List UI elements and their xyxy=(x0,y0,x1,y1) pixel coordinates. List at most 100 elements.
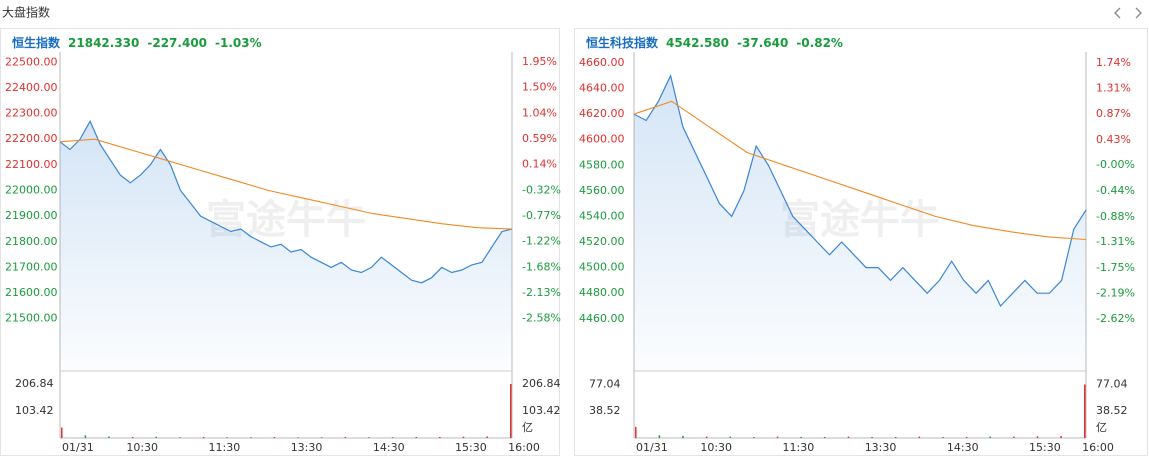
header-title: 恒生指数 xyxy=(12,35,61,50)
header-change_pct: -1.03% xyxy=(215,36,262,50)
volume-bar xyxy=(250,437,252,438)
x-tick-label: 16:00 xyxy=(1082,441,1114,454)
volume-bar xyxy=(439,436,441,438)
header-last: 21842.330 xyxy=(68,36,139,50)
x-tick-label: 16:00 xyxy=(508,441,540,454)
volume-bar xyxy=(320,437,323,438)
header-change: -227.400 xyxy=(147,36,207,50)
average-line xyxy=(633,100,1087,241)
y-tick-label: 4660.00 xyxy=(579,56,625,69)
y-tick-label: 22100.00 xyxy=(5,158,58,171)
y-tick-label: 22500.00 xyxy=(5,55,58,68)
volume-tick-label: 206.84 xyxy=(15,377,54,390)
y2-tick-label: 1.50% xyxy=(522,81,557,94)
y2-tick-label: 0.43% xyxy=(1096,133,1131,146)
y2-tick-label: -1.68% xyxy=(522,261,561,274)
header-last: 4542.580 xyxy=(666,36,729,50)
volume-bar xyxy=(61,427,63,438)
volume-bar xyxy=(824,436,826,438)
index-header: 恒生科技指数 4542.580 -37.640 -0.82% xyxy=(586,35,843,50)
volume-bar xyxy=(847,436,850,438)
x-tick-label: 01/31 xyxy=(62,441,94,454)
y2-tick-label: -0.77% xyxy=(522,209,561,222)
y2-tick-label: 0.87% xyxy=(1096,107,1131,120)
y2-tick-label: 1.31% xyxy=(1096,81,1131,94)
volume-bar xyxy=(179,437,181,438)
price-area xyxy=(60,121,512,370)
volume-bar xyxy=(486,436,488,438)
volume-bar xyxy=(131,436,134,438)
volume-bar xyxy=(800,436,802,438)
header-change_pct: -0.82% xyxy=(796,36,843,50)
header-change: -37.640 xyxy=(737,36,788,50)
volume-bar xyxy=(368,437,370,438)
y-tick-label: 21800.00 xyxy=(5,235,58,248)
volume-bar xyxy=(753,436,755,438)
volume-bar xyxy=(391,437,394,438)
volume-bar xyxy=(871,436,873,438)
volume-bar xyxy=(1036,436,1039,438)
y-tick-label: 22300.00 xyxy=(5,107,58,120)
price-line xyxy=(59,119,513,284)
volume-bar xyxy=(989,436,991,438)
volume-tick-label: 38.52 xyxy=(1096,404,1128,417)
volume-bar xyxy=(705,436,708,438)
volume-tick-label: 77.04 xyxy=(1096,377,1128,390)
volume-bar xyxy=(108,436,110,438)
volume-tick-label: 103.42 xyxy=(15,404,54,417)
y2-tick-label: -0.88% xyxy=(1096,210,1135,223)
y2-tick-label: 1.04% xyxy=(522,107,557,120)
volume-tick-label: 77.04 xyxy=(589,377,621,390)
prev-arrow[interactable] xyxy=(1114,7,1121,19)
y2-tick-label: 1.74% xyxy=(1096,56,1131,69)
y-tick-label: 4620.00 xyxy=(579,107,625,120)
y2-tick-label: -2.19% xyxy=(1096,287,1135,300)
volume-unit: 亿 xyxy=(1096,421,1107,434)
volume-bar xyxy=(894,436,897,438)
price-area xyxy=(634,75,1086,370)
price-line xyxy=(633,73,1087,308)
y-tick-label: 21600.00 xyxy=(5,286,58,299)
x-tick-label: 15:30 xyxy=(1029,441,1061,454)
y2-tick-label: -0.44% xyxy=(1096,184,1135,197)
volume-bar xyxy=(273,436,276,438)
x-tick-label: 14:30 xyxy=(947,441,979,454)
header-title: 大盘指数 xyxy=(2,5,50,20)
y-tick-label: 4500.00 xyxy=(579,261,625,274)
volume-bar xyxy=(1084,384,1086,438)
y2-tick-label: -1.75% xyxy=(1096,261,1135,274)
volume-bar xyxy=(776,436,779,438)
volume-bar xyxy=(942,436,944,438)
next-arrow[interactable] xyxy=(1135,7,1142,19)
y2-tick-label: 0.59% xyxy=(522,132,557,145)
y-tick-label: 21900.00 xyxy=(5,209,58,222)
y-tick-label: 4640.00 xyxy=(579,81,625,94)
volume-bar xyxy=(297,437,299,438)
y2-tick-label: -0.32% xyxy=(522,184,561,197)
y2-tick-label: -2.62% xyxy=(1096,312,1135,325)
y2-tick-label: -0.00% xyxy=(1096,158,1135,171)
y2-tick-label: -2.13% xyxy=(522,286,561,299)
y-tick-label: 4480.00 xyxy=(579,286,625,299)
x-tick-label: 14:30 xyxy=(373,441,405,454)
average-line xyxy=(59,138,513,230)
y-tick-label: 22400.00 xyxy=(5,81,58,94)
x-tick-label: 13:30 xyxy=(865,441,897,454)
volume-tick-label: 38.52 xyxy=(589,404,621,417)
y2-tick-label: -2.58% xyxy=(522,312,561,325)
volume-bar xyxy=(918,436,921,438)
volume-bar xyxy=(415,436,417,438)
volume-bar xyxy=(155,436,158,438)
y-tick-label: 22200.00 xyxy=(5,132,58,145)
y2-tick-label: -1.22% xyxy=(522,235,561,248)
volume-bar xyxy=(510,384,512,438)
x-tick-label: 13:30 xyxy=(291,441,323,454)
y-tick-label: 4600.00 xyxy=(579,133,625,146)
y2-tick-label: -1.31% xyxy=(1096,235,1135,248)
volume-bar xyxy=(462,436,465,438)
volume-unit: 亿 xyxy=(522,421,533,434)
volume-bar xyxy=(226,437,228,438)
volume-bar xyxy=(1013,436,1015,438)
volume-bar xyxy=(202,436,205,438)
